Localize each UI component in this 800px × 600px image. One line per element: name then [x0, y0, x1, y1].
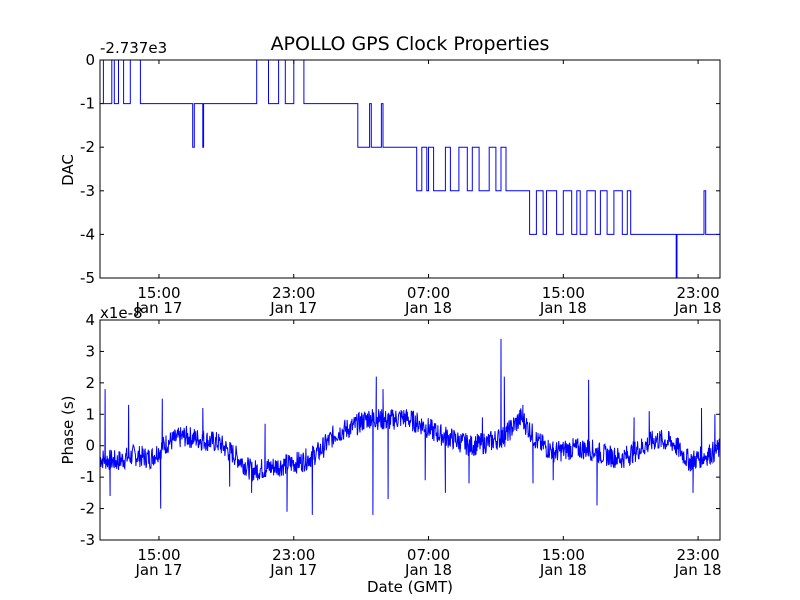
y-tick-label: -4: [80, 225, 95, 243]
y-tick-label: 0: [85, 437, 95, 455]
y-tick-label: -5: [80, 269, 95, 287]
x-tick-time-label: 23:00: [272, 546, 315, 564]
x-tick-time-label: 07:00: [407, 284, 450, 302]
x-tick-time-label: 15:00: [542, 546, 585, 564]
x-tick-date-label: Jan 17: [134, 561, 182, 579]
phase-ylabel: Phase (s): [59, 395, 77, 464]
y-tick-label: 4: [85, 311, 95, 329]
x-tick-date-label: Jan 18: [539, 561, 587, 579]
y-tick-label: 3: [85, 342, 95, 360]
y-tick-label: 0: [85, 51, 95, 69]
x-tick-date-label: Jan 18: [404, 299, 452, 317]
dac-series-line: [100, 59, 720, 279]
x-tick-time-label: 15:00: [542, 284, 585, 302]
x-tick-time-label: 07:00: [407, 546, 450, 564]
x-tick-date-label: Jan 17: [269, 299, 317, 317]
x-tick-date-label: Jan 17: [269, 561, 317, 579]
x-tick-time-label: 23:00: [676, 284, 719, 302]
y-tick-label: 1: [85, 405, 95, 423]
x-tick-date-label: Jan 18: [674, 561, 722, 579]
x-tick-date-label: Jan 17: [134, 299, 182, 317]
dac-ylabel: DAC: [59, 154, 77, 186]
x-tick-time-label: 23:00: [676, 546, 719, 564]
chart-title: APOLLO GPS Clock Properties: [271, 33, 550, 55]
phase-series-line: [99, 338, 721, 515]
dac-axes-frame: [99, 59, 721, 279]
y-tick-label: 2: [85, 374, 95, 392]
dac-panel: APOLLO GPS Clock Properties -2.737e3 DAC…: [59, 33, 722, 317]
y-tick-label: -2: [80, 138, 95, 156]
y-tick-label: -1: [80, 95, 95, 113]
y-tick-label: -3: [80, 182, 95, 200]
x-tick-time-label: 15:00: [137, 546, 180, 564]
x-tick-date-label: Jan 18: [539, 299, 587, 317]
y-tick-label: -1: [80, 468, 95, 486]
x-tick-date-label: Jan 18: [404, 561, 452, 579]
phase-xlabel: Date (GMT): [367, 578, 453, 596]
x-tick-time-label: 23:00: [272, 284, 315, 302]
phase-offset-label: x1e-8: [100, 304, 143, 322]
y-tick-label: -3: [80, 531, 95, 549]
x-tick-time-label: 15:00: [137, 284, 180, 302]
dac-offset-label: -2.737e3: [100, 39, 167, 57]
x-tick-date-label: Jan 18: [674, 299, 722, 317]
y-tick-label: -2: [80, 500, 95, 518]
phase-axes-frame: [99, 319, 721, 541]
